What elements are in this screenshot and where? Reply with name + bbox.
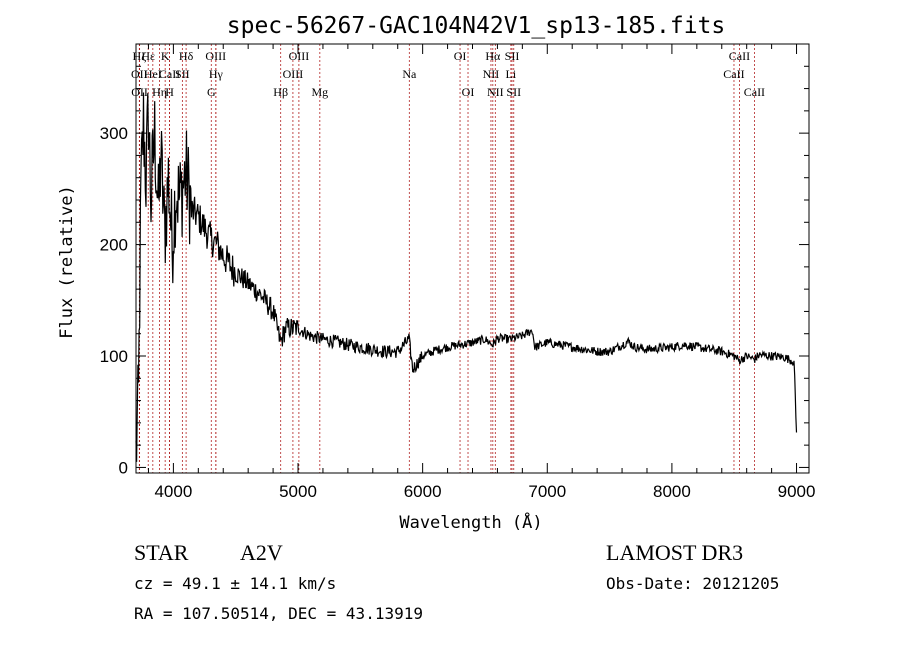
y-tick-label: 0	[119, 458, 128, 477]
spectrum-trace	[135, 92, 798, 462]
redshift-text: cz = 49.1 ± 14.1 km/s	[134, 574, 336, 593]
spectral-line-label: K	[161, 49, 170, 63]
spectral-line-label: G	[207, 85, 216, 99]
plot-frame	[135, 43, 810, 474]
spectral-line-label: SII	[505, 49, 520, 63]
spectral-line-label: OIII	[205, 49, 226, 63]
spectral-line-label: OIII	[283, 67, 304, 81]
x-tick-label: 5000	[279, 482, 317, 501]
spectral-line-label: OI	[462, 85, 475, 99]
survey-label: LAMOST DR3	[606, 540, 743, 565]
spectral-line-label: OIII	[289, 49, 310, 63]
spectral-line-label: Mg	[311, 85, 328, 99]
spectral-line-label: Hβ	[273, 85, 288, 99]
chart-title: spec-56267-GAC104N42V1_sp13-185.fits	[227, 13, 726, 39]
x-tick-label: 4000	[154, 482, 192, 501]
spectral-line-label: Li	[506, 67, 517, 81]
x-tick-label: 7000	[528, 482, 566, 501]
x-tick-label: 6000	[404, 482, 442, 501]
spectral-line-label: Hγ	[209, 67, 224, 81]
x-axis-label: Wavelength (Å)	[399, 511, 542, 533]
x-axis-ticks: 4000 5000 6000 7000 8000 9000	[147, 44, 816, 501]
x-tick-label: 8000	[653, 482, 691, 501]
spectral-line-label: H	[165, 85, 174, 99]
spectral-line-markers	[138, 44, 755, 473]
spectral-line-label: Hα	[485, 49, 501, 63]
spectral-line-label: Hη	[152, 85, 167, 99]
obs-date-text: Obs-Date: 20121205	[606, 574, 779, 593]
spectral-line-label: OII	[131, 85, 148, 99]
spectral-line-label: HeI	[144, 67, 162, 81]
coordinates-text: RA = 107.50514, DEC = 43.13919	[134, 604, 423, 623]
spectral-line-label: Hδ	[179, 49, 194, 63]
spectral-line-label: SII	[175, 67, 190, 81]
y-tick-label: 300	[100, 124, 128, 143]
y-axis-label: Flux (relative)	[57, 185, 77, 339]
spectral-line-label: CaII	[159, 67, 180, 81]
spectral-line-label: CaII	[744, 85, 765, 99]
x-tick-label: 9000	[778, 482, 816, 501]
spectral-line-label: CaII	[723, 67, 744, 81]
y-tick-label: 200	[100, 236, 128, 255]
spectral-line-label: NII	[483, 67, 500, 81]
spectral-line-label: NII	[487, 85, 504, 99]
spectral-line-label: Hε	[141, 49, 155, 63]
spectral-line-label: SII	[506, 85, 521, 99]
y-axis-ticks: 0 100 200 300	[100, 65, 809, 477]
spectral-line-label: OI	[454, 49, 467, 63]
spectral-line-label: OII	[131, 67, 148, 81]
class-label: STAR	[134, 540, 189, 565]
spectral-line-label: CaII	[729, 49, 750, 63]
spectral-line-label: Na	[402, 67, 417, 81]
y-tick-label: 100	[100, 347, 128, 366]
subclass-label: A2V	[240, 540, 283, 565]
